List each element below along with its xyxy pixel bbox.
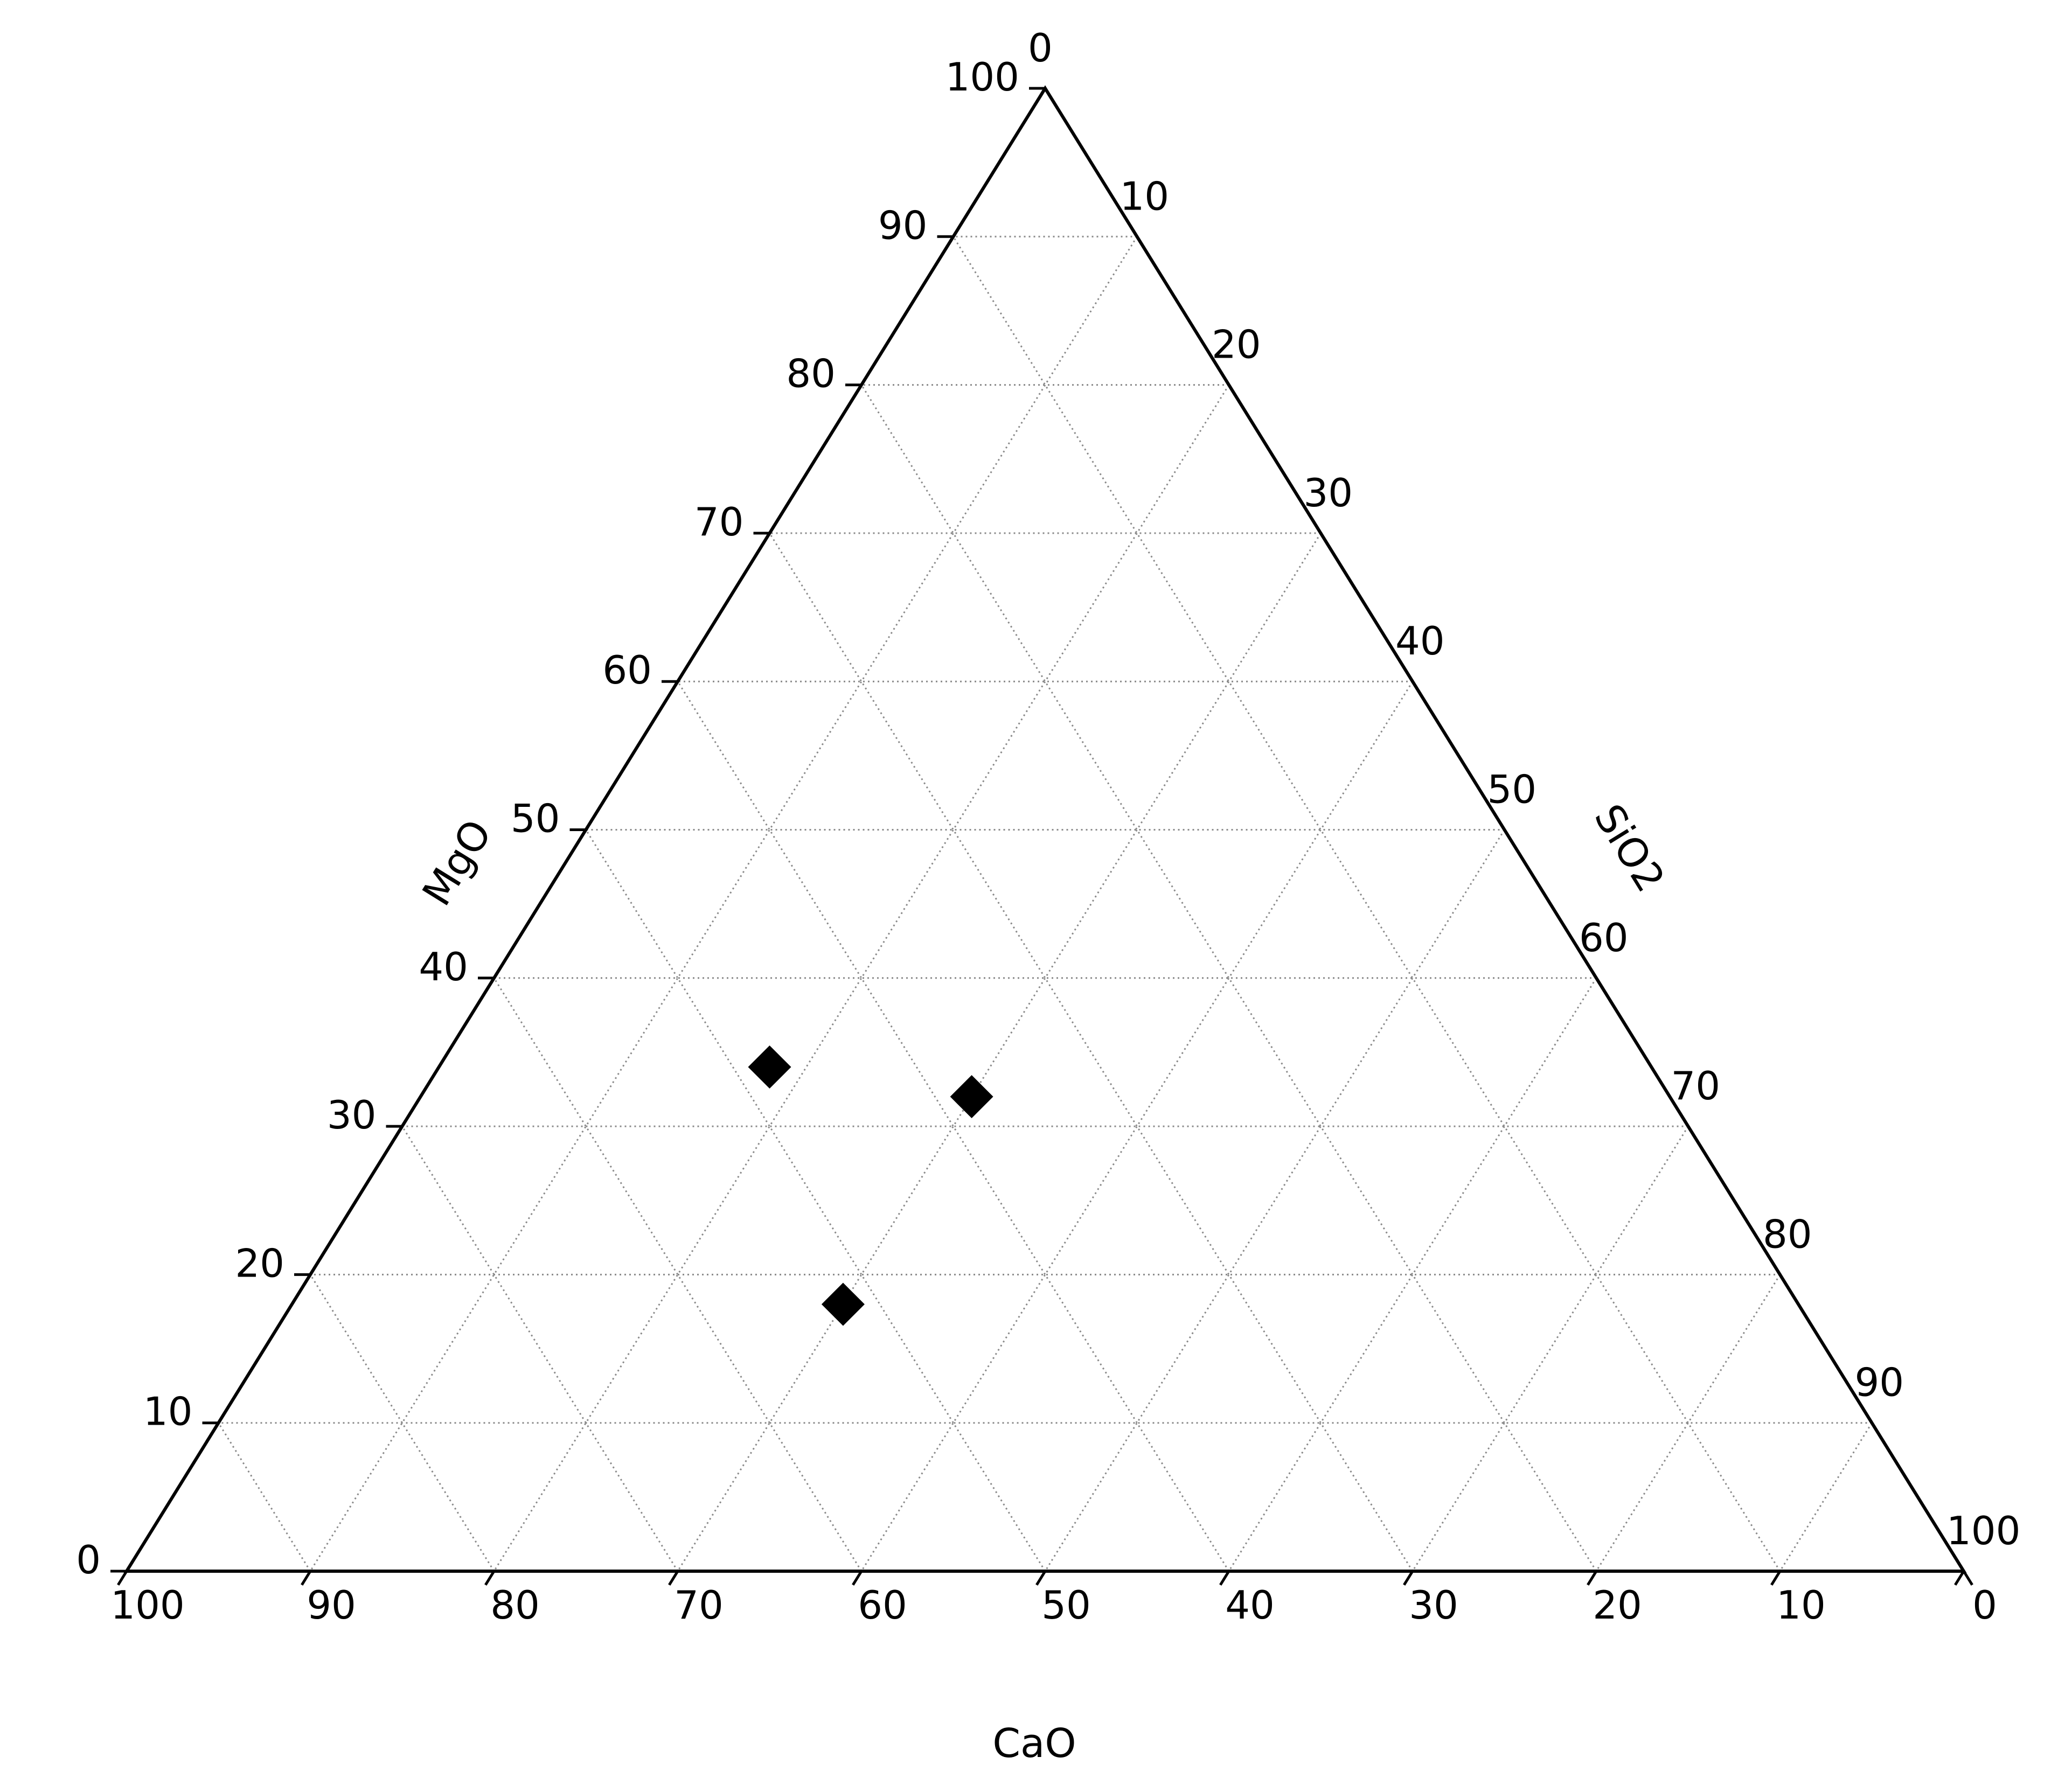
- tick-sio2: [1687, 1125, 1698, 1141]
- tick-label-sio2: 0: [1028, 25, 1053, 71]
- gridlines: [218, 235, 1873, 1572]
- tick-sio2: [1503, 829, 1514, 845]
- tick-sio2: [1411, 680, 1422, 696]
- tick-label-cao: 80: [490, 1582, 540, 1628]
- tick-cao: [301, 1570, 312, 1586]
- tick-label-mgo: 50: [511, 796, 560, 841]
- tick-label-sio2: 70: [1671, 1063, 1721, 1108]
- tick-label-mgo: 20: [235, 1240, 284, 1286]
- tick-label-mgo: 100: [945, 54, 1019, 100]
- tick-label-mgo: 80: [786, 351, 836, 396]
- tick-label-cao: 0: [1972, 1582, 1997, 1628]
- tick-cao: [484, 1570, 496, 1586]
- tick-label-sio2: 60: [1579, 915, 1629, 960]
- gridline-sio2-90: [1779, 1422, 1873, 1572]
- tick-labels: 1000090101080202070303060404050505040606…: [76, 25, 2020, 1628]
- tick-label-cao: 60: [858, 1582, 907, 1628]
- tick-label-cao: 30: [1409, 1582, 1458, 1628]
- axis-title-sio2: SiO2: [1585, 797, 1673, 900]
- axis-ticks: [110, 87, 1973, 1586]
- data-point-2: [950, 1075, 993, 1119]
- triangle-outline: [123, 85, 1967, 1573]
- tick-cao: [117, 1570, 128, 1586]
- tick-sio2: [1044, 87, 1055, 103]
- tick-label-sio2: 10: [1120, 173, 1170, 219]
- tick-label-mgo: 70: [694, 499, 744, 545]
- gridline-cao-90: [218, 1422, 311, 1572]
- tick-sio2: [1319, 532, 1331, 548]
- tick-cao: [1770, 1570, 1782, 1586]
- tick-label-cao: 10: [1776, 1582, 1826, 1628]
- tick-cao: [668, 1570, 679, 1586]
- data-points: [748, 1045, 993, 1326]
- tick-label-mgo: 30: [327, 1092, 377, 1138]
- tick-sio2: [1136, 235, 1147, 252]
- tick-label-cao: 50: [1041, 1582, 1091, 1628]
- gridline-cao-70: [401, 1126, 679, 1572]
- tick-label-sio2: 30: [1304, 470, 1353, 515]
- data-point-3: [821, 1282, 865, 1326]
- tick-label-sio2: 90: [1855, 1360, 1904, 1405]
- tick-cao: [1219, 1570, 1230, 1586]
- tick-sio2: [1227, 384, 1239, 400]
- data-point-1: [748, 1045, 791, 1089]
- axis-title-cao: CaO: [992, 1720, 1076, 1767]
- gridline-sio2-70: [1412, 1126, 1689, 1572]
- tick-label-mgo: 90: [878, 203, 928, 248]
- tick-cao: [1954, 1570, 1965, 1586]
- tick-sio2: [1962, 1570, 1973, 1586]
- tick-label-sio2: 50: [1487, 767, 1537, 812]
- gridline-sio2-50: [1044, 829, 1505, 1572]
- gridline-cao-50: [585, 829, 1046, 1572]
- tick-label-mgo: 60: [602, 647, 652, 693]
- tick-label-sio2: 80: [1763, 1211, 1812, 1257]
- gridline-cao-30: [769, 533, 1414, 1572]
- tick-label-sio2: 40: [1395, 618, 1445, 664]
- tick-cao: [1403, 1570, 1414, 1586]
- tick-cao: [1035, 1570, 1047, 1586]
- tick-label-cao: 70: [674, 1582, 724, 1628]
- tick-label-cao: 40: [1225, 1582, 1275, 1628]
- tick-label-cao: 100: [110, 1582, 184, 1628]
- tick-label-mgo: 10: [143, 1389, 193, 1434]
- tick-label-sio2: 20: [1212, 322, 1261, 367]
- gridline-cao-10: [952, 236, 1781, 1572]
- gridline-sio2-10: [309, 236, 1138, 1572]
- tick-cao: [852, 1570, 863, 1586]
- tick-cao: [1587, 1570, 1598, 1586]
- tick-label-cao: 90: [307, 1582, 356, 1628]
- tick-sio2: [1778, 1274, 1790, 1289]
- tick-sio2: [1871, 1422, 1882, 1438]
- tick-sio2: [1595, 977, 1606, 993]
- tick-label-sio2: 100: [1946, 1508, 2020, 1553]
- tick-label-mgo: 0: [76, 1537, 101, 1582]
- triangle-frame: [123, 85, 1967, 1573]
- tick-label-mgo: 40: [419, 944, 468, 989]
- tick-label-cao: 20: [1593, 1582, 1642, 1628]
- axis-title-mgo: MgO: [414, 812, 501, 914]
